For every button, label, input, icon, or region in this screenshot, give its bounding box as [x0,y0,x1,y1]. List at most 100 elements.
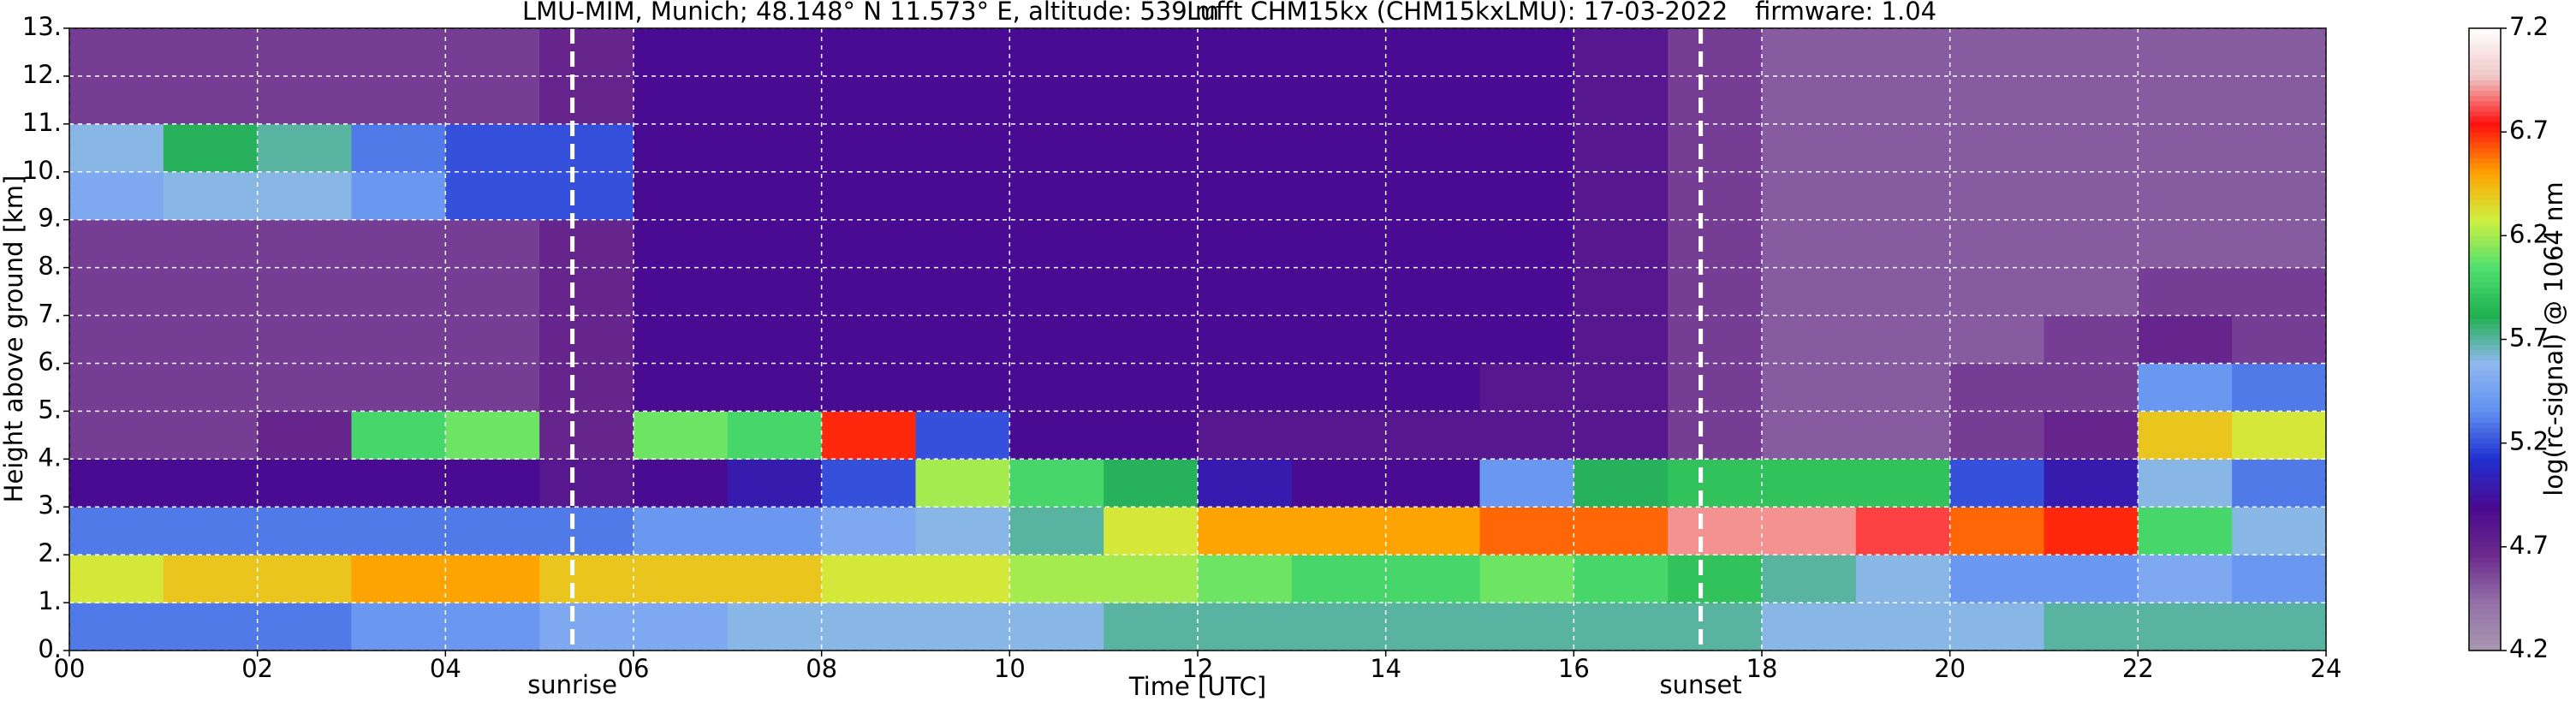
colorbar-segment [2469,412,2501,418]
colorbar-segment [2469,225,2501,231]
heatmap-cell [69,603,164,651]
heatmap-cell [1009,75,1104,125]
x-tick-label: 06 [618,654,650,683]
heatmap-cell [1668,459,1763,508]
heatmap-cell [2138,123,2233,173]
heatmap-cell [1385,411,1480,460]
heatmap-cell [1574,315,1669,364]
title-part: LMU-MIM, Munich; 48.148° N 11.573° E, al… [522,0,1219,26]
heatmap-cell [257,75,352,125]
heatmap-cell [915,507,1010,556]
heatmap-cell [445,555,540,603]
heatmap-cell [1479,28,1574,77]
heatmap-cell [1479,315,1574,364]
heatmap-cell [1479,603,1574,651]
heatmap-cell [2232,75,2327,125]
heatmap-cell [1104,123,1199,173]
heatmap-cell [727,315,823,364]
heatmap-cell [351,411,446,460]
heatmap-cell [1385,363,1480,412]
heatmap-cell [2138,411,2233,460]
heatmap-cell [445,28,540,77]
colorbar-segment [2469,375,2501,382]
colorbar-segment [2469,230,2501,236]
heatmap-cell [1479,459,1574,508]
colorbar-segment [2469,448,2501,454]
heatmap-cell [539,219,634,269]
colorbar-segment [2469,407,2501,413]
heatmap-cell [1291,555,1387,603]
heatmap-cell [351,28,446,77]
colorbar-segment [2469,183,2501,190]
heatmap-cell [1385,171,1480,221]
colorbar-segment [2469,432,2501,439]
colorbar-segment [2469,324,2501,330]
heatmap-cell [1762,411,1857,460]
heatmap-cell [69,267,164,317]
heatmap-cell [351,555,446,603]
colorbar-segment [2469,199,2501,205]
heatmap-cell [727,363,823,412]
heatmap-cell [915,267,1010,317]
colorbar-segment [2469,80,2501,86]
heatmap-cell [1668,603,1763,651]
colorbar-segment [2469,44,2501,50]
heatmap-cell [1198,267,1293,317]
heatmap-cell [351,363,446,412]
heatmap-cell [163,28,259,77]
x-tick-label: 00 [54,654,86,683]
y-tick-label: 1. [38,586,62,615]
heatmap-cell [257,555,352,603]
heatmap-cell [1104,75,1199,125]
heatmap-cell [1574,507,1669,556]
heatmap-cell [539,315,634,364]
heatmap-cell [257,603,352,651]
heatmap-cell [1291,28,1387,77]
heatmap-cell [821,411,916,460]
heatmap-cell [1009,603,1104,651]
colorbar-segment [2469,210,2501,216]
colorbar-segment [2469,484,2501,490]
heatmap-cell [539,28,634,77]
heatmap-cell [1762,219,1857,269]
heatmap-cell [1198,603,1293,651]
colorbar-segment [2469,365,2501,371]
heatmap-cell [2044,75,2139,125]
heatmap-cell [163,507,259,556]
colorbar-segment [2469,380,2501,387]
heatmap-cell [915,603,1010,651]
heatmap-cell [445,459,540,508]
heatmap-cell [257,28,352,77]
colorbar-segment [2469,308,2501,314]
colorbar-segment [2469,127,2501,133]
heatmap-cell [1479,171,1574,221]
colorbar-segment [2469,318,2501,324]
heatmap-cell [257,507,352,556]
heatmap-cell [257,267,352,317]
colorbar-segment [2469,443,2501,449]
heatmap-cell [634,28,729,77]
heatmap-cell [351,507,446,556]
heatmap-cell [1198,171,1293,221]
heatmap-cell [1574,75,1669,125]
colorbar-segment [2469,137,2501,143]
colorbar-segment [2469,354,2501,361]
heatmap-cell [1291,267,1387,317]
colorbar-segment [2469,401,2501,407]
heatmap-cell [1291,219,1387,269]
heatmap-cell [915,555,1010,603]
heatmap-cell [69,555,164,603]
colorbar-segment [2469,292,2501,299]
heatmap-cell [1668,507,1763,556]
heatmap-cell [727,555,823,603]
heatmap-cell [2232,459,2327,508]
y-tick-label: 10. [22,156,62,185]
heatmap-cell [163,603,259,651]
heatmap-cell [351,603,446,651]
heatmap-cell [1009,363,1104,412]
y-axis-label: Height above ground [km] [0,175,28,503]
heatmap-cell [1668,28,1763,77]
heatmap-cell [69,363,164,412]
heatmap-cell [163,555,259,603]
heatmap-cell [2044,363,2139,412]
